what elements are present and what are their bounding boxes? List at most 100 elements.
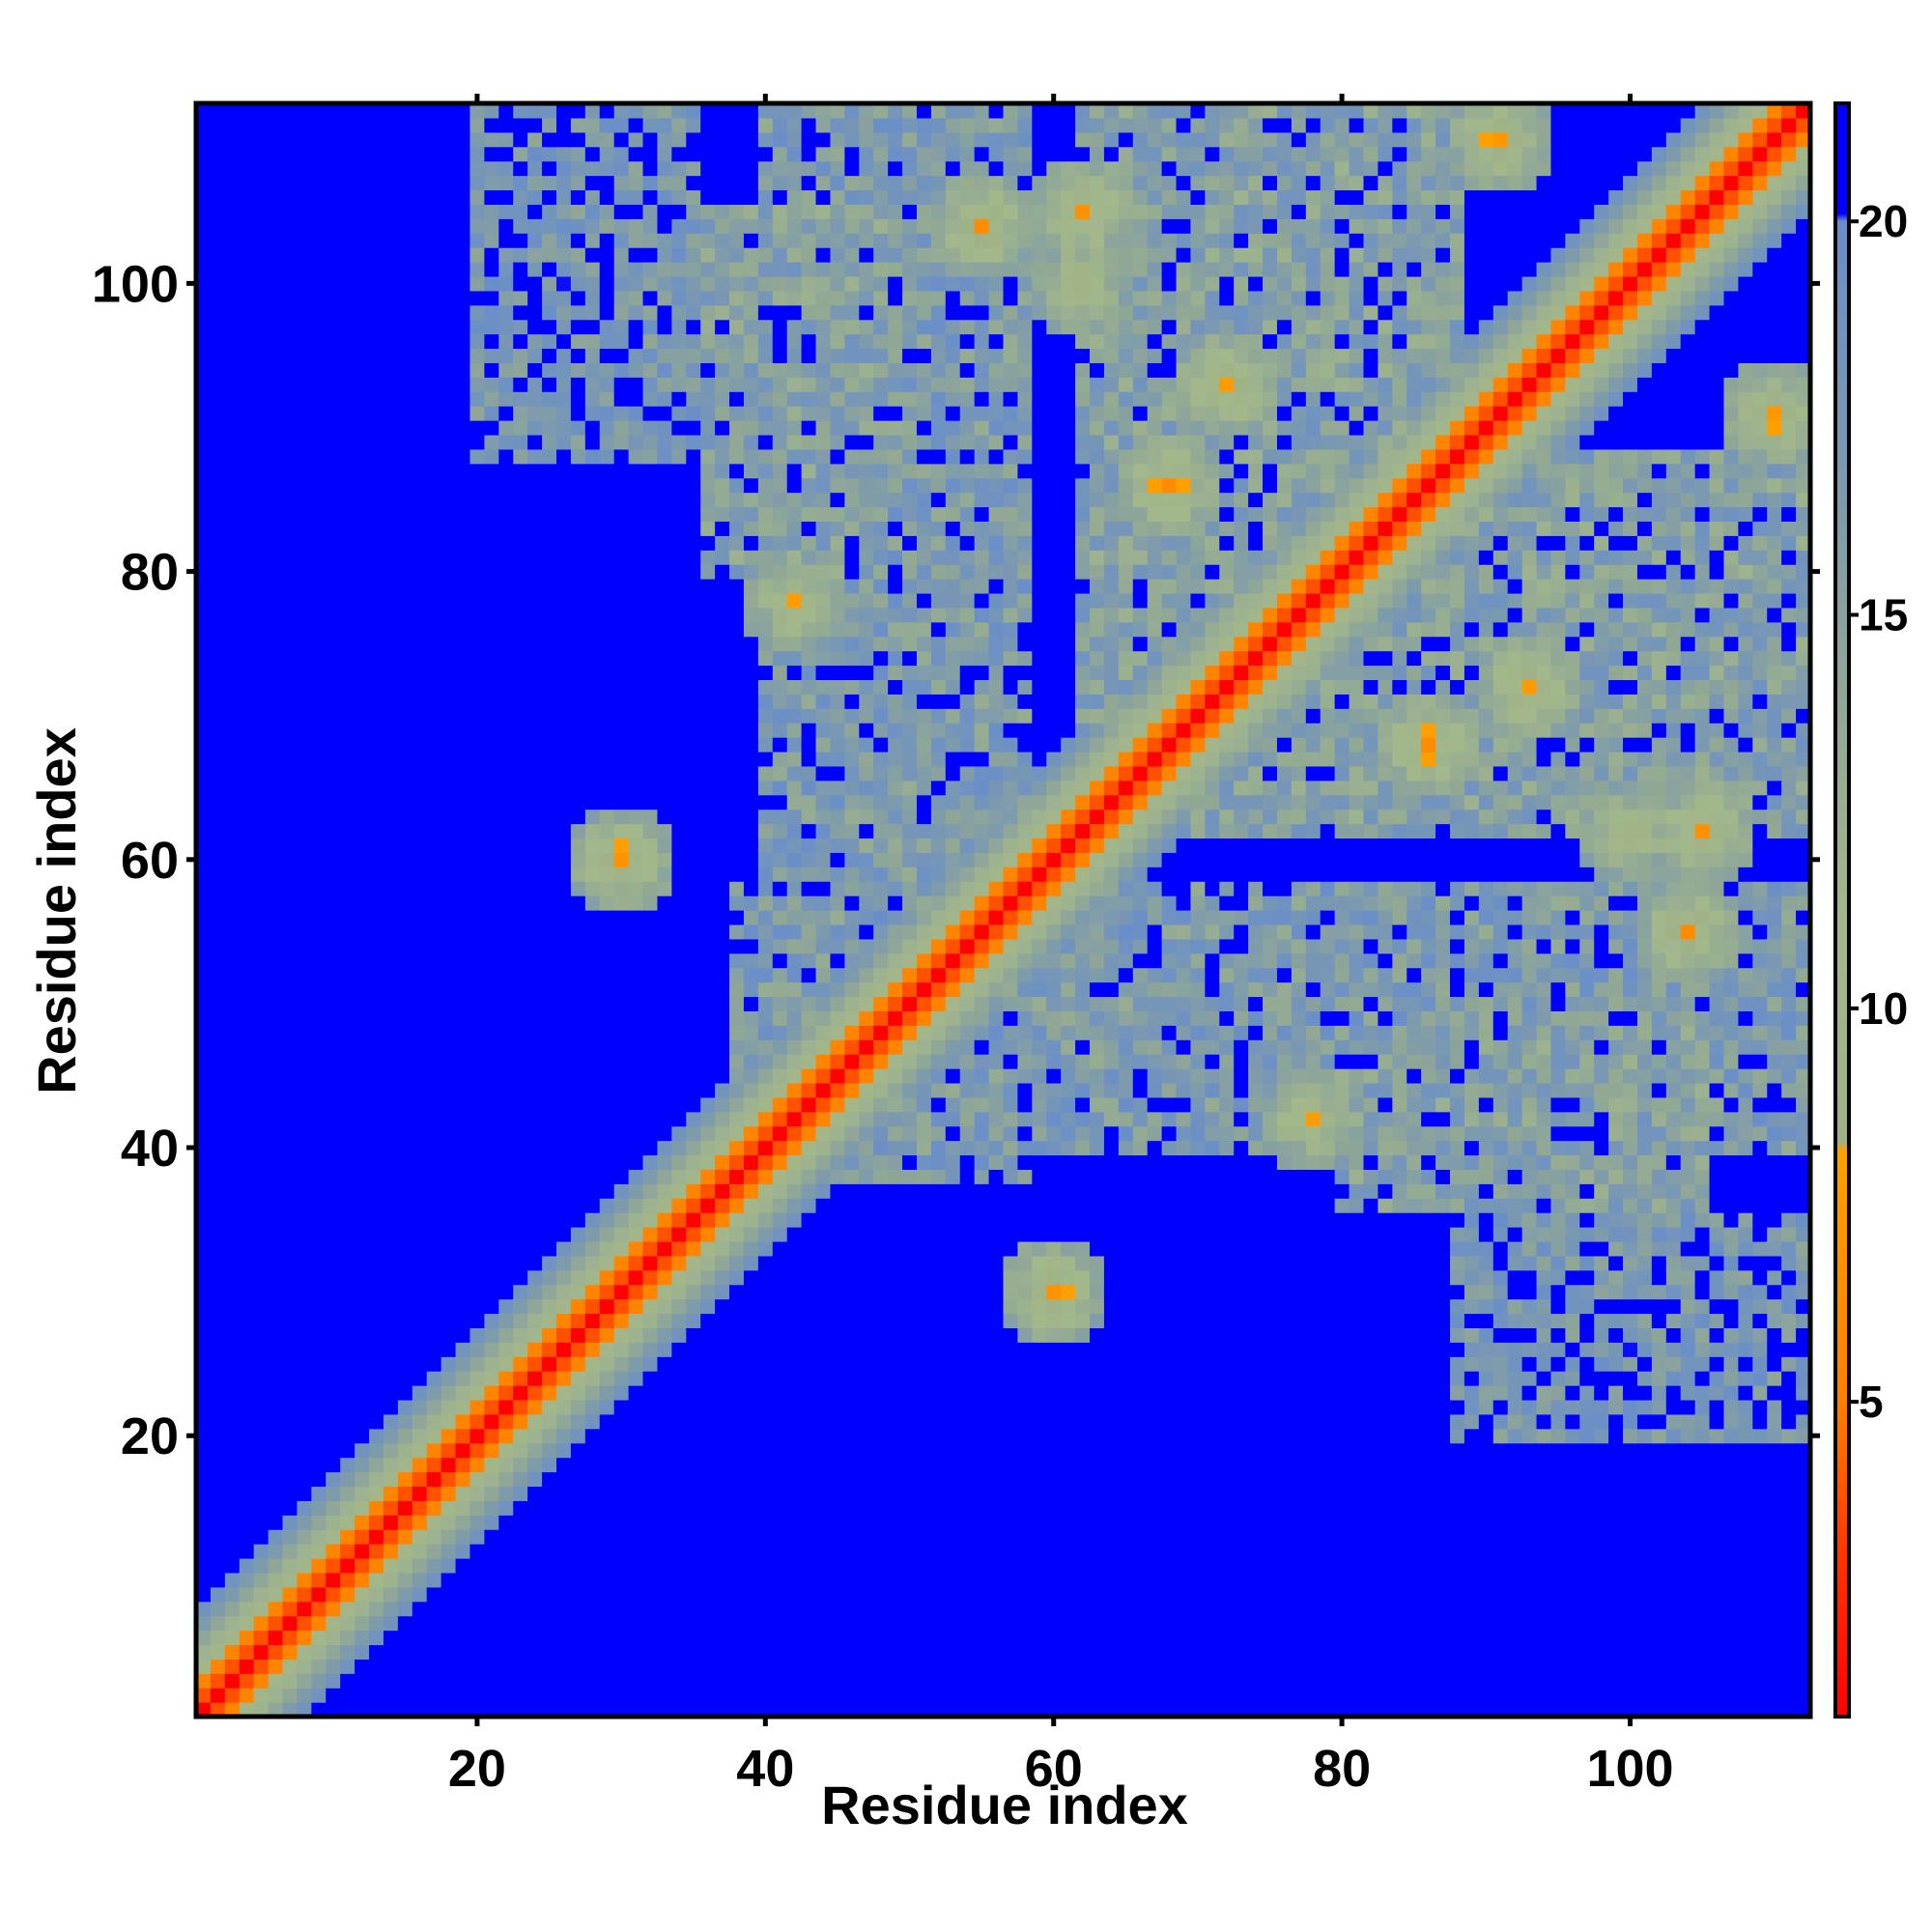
heatmap-cell <box>599 751 615 767</box>
heatmap-cell <box>498 377 514 392</box>
heatmap-cell <box>268 1327 284 1343</box>
heatmap-cell <box>355 247 370 263</box>
heatmap-cell <box>555 938 572 954</box>
heatmap-cell <box>613 535 630 551</box>
heatmap-cell <box>772 607 788 623</box>
heatmap-cell <box>340 592 355 609</box>
heatmap-cell <box>657 867 672 882</box>
heatmap-cell <box>743 910 759 925</box>
heatmap-cell <box>671 780 687 796</box>
heatmap-cell <box>412 952 428 969</box>
heatmap-cell <box>570 1140 586 1156</box>
heatmap-cell <box>555 765 572 781</box>
heatmap-cell <box>455 103 471 119</box>
heatmap-cell <box>397 1255 413 1271</box>
heatmap-cell <box>542 492 557 508</box>
heatmap-cell <box>757 333 774 350</box>
heatmap-cell <box>355 550 370 565</box>
heatmap-cell <box>469 1327 485 1343</box>
heatmap-cell <box>527 1428 543 1444</box>
heatmap-cell <box>498 910 514 925</box>
heatmap-cell <box>397 1500 413 1516</box>
heatmap-cell <box>484 1269 499 1286</box>
heatmap-cell <box>555 1428 572 1444</box>
heatmap-cell <box>513 117 528 133</box>
heatmap-cell <box>484 492 499 508</box>
heatmap-cell <box>657 1154 672 1170</box>
heatmap-cell <box>743 1644 759 1660</box>
heatmap-cell <box>326 809 341 825</box>
heatmap-cell <box>196 650 212 667</box>
heatmap-cell <box>628 319 644 335</box>
heatmap-cell <box>498 867 514 882</box>
heatmap-cell <box>412 1356 428 1372</box>
heatmap-cell <box>772 406 788 421</box>
heatmap-cell <box>196 636 212 652</box>
heatmap-cell <box>671 535 687 551</box>
heatmap-cell <box>455 506 471 523</box>
heatmap-cell <box>801 1356 817 1372</box>
heatmap-cell <box>743 477 759 494</box>
heatmap-cell <box>297 1428 312 1444</box>
heatmap-cell <box>412 607 428 623</box>
heatmap-cell <box>715 1327 730 1343</box>
heatmap-cell <box>253 362 270 378</box>
heatmap-cell <box>542 1428 557 1444</box>
heatmap-cell <box>369 477 384 494</box>
heatmap-cell <box>455 780 471 796</box>
heatmap-cell <box>397 377 413 392</box>
heatmap-cell <box>282 1039 298 1055</box>
heatmap-cell <box>657 1212 672 1228</box>
heatmap-cell <box>772 391 788 407</box>
heatmap-cell <box>671 1125 687 1142</box>
heatmap-cell <box>469 550 485 565</box>
heatmap-cell <box>657 1111 672 1127</box>
heatmap-cell <box>340 636 355 652</box>
heatmap-cell <box>426 406 442 421</box>
heatmap-cell <box>426 333 442 350</box>
heatmap-cell <box>397 218 413 234</box>
heatmap-cell <box>584 564 601 580</box>
heatmap-cell <box>700 434 716 450</box>
heatmap-cell <box>196 1529 212 1545</box>
heatmap-cell <box>224 1054 241 1069</box>
heatmap-cell <box>469 838 485 853</box>
heatmap-cell <box>686 406 701 421</box>
heatmap-cell <box>224 146 241 162</box>
heatmap-cell <box>355 838 370 853</box>
heatmap-cell <box>786 938 803 954</box>
heatmap-cell <box>815 1500 832 1516</box>
heatmap-cell <box>297 952 312 969</box>
heatmap-cell <box>469 448 485 465</box>
heatmap-cell <box>469 1313 485 1329</box>
heatmap-cell <box>355 867 370 882</box>
heatmap-cell <box>570 794 586 810</box>
heatmap-cell <box>555 1096 572 1113</box>
heatmap-cell <box>772 1255 788 1271</box>
heatmap-cell <box>455 1082 471 1098</box>
heatmap-cell <box>484 679 499 695</box>
heatmap-cell <box>570 1068 586 1084</box>
heatmap-cell <box>282 1515 298 1530</box>
heatmap-cell <box>326 1385 341 1401</box>
heatmap-cell <box>340 1096 355 1113</box>
heatmap-cell <box>772 579 788 594</box>
heatmap-cell <box>282 1601 298 1617</box>
heatmap-cell <box>253 1457 270 1473</box>
heatmap-cell <box>542 1255 557 1271</box>
heatmap-cell <box>743 1572 759 1588</box>
heatmap-cell <box>715 967 730 983</box>
heatmap-cell <box>484 1169 499 1184</box>
heatmap-cell <box>484 1356 499 1372</box>
heatmap-cell <box>700 1557 716 1574</box>
heatmap-cell <box>469 492 485 508</box>
heatmap-cell <box>613 1442 630 1459</box>
heatmap-cell <box>628 406 644 421</box>
heatmap-cell <box>498 1442 514 1459</box>
heatmap-cell <box>686 521 701 536</box>
heatmap-cell <box>642 607 659 623</box>
heatmap-cell <box>570 477 586 494</box>
heatmap-cell <box>311 319 327 335</box>
heatmap-cell <box>440 304 457 321</box>
heatmap-cell <box>383 1183 399 1199</box>
